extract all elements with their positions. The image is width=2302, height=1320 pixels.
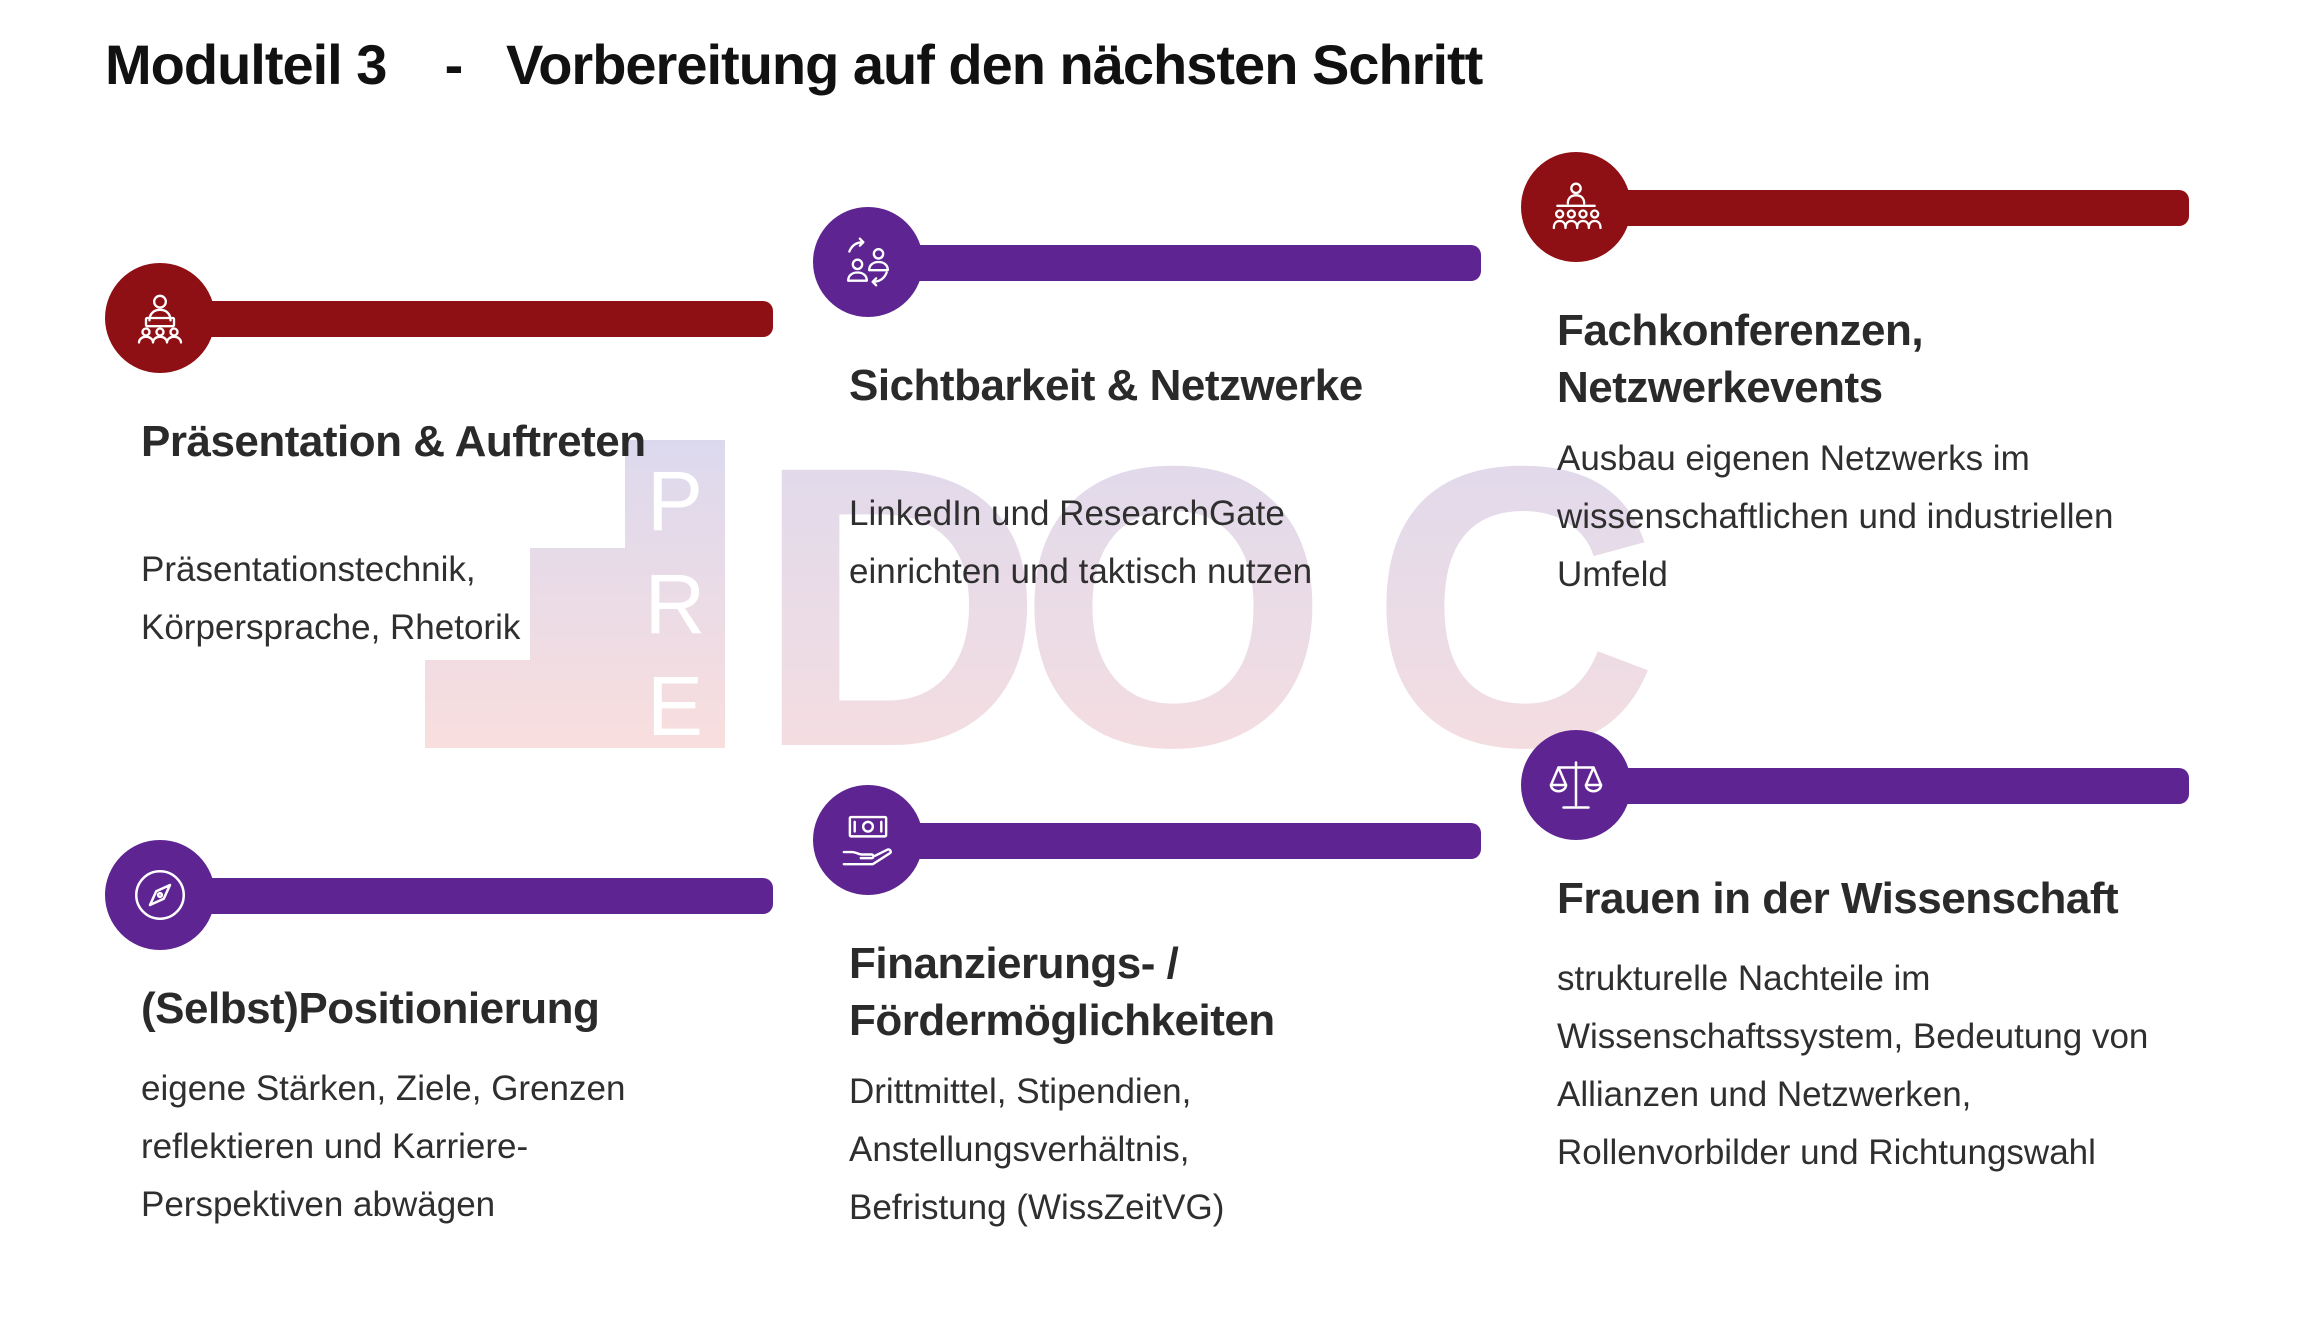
predoc-watermark: P R E D O C — [425, 383, 1659, 830]
card-icon-circle — [1521, 152, 1631, 262]
card-funding: Finanzierungs- / Fördermöglichkeiten Dri… — [813, 785, 1513, 1265]
card-bar — [1611, 768, 2189, 804]
conference-audience-icon — [1552, 182, 1602, 230]
card-bar — [195, 878, 773, 914]
compass-icon — [135, 870, 185, 920]
card-heading: (Selbst)Positionierung — [141, 984, 600, 1033]
watermark-letter-o: O — [1018, 383, 1329, 830]
card-text: strukturelle Nachteile im Wissenschaftss… — [1557, 959, 2149, 1172]
money-hand-icon — [842, 815, 892, 866]
card-text: Drittmittel, Stipendien, Anstellungsverh… — [849, 1072, 1225, 1227]
card-heading: Frauen in der Wissenschaft — [1557, 874, 2119, 923]
scales-icon — [1549, 761, 1603, 809]
card-heading: Präsentation & Auftreten — [141, 417, 646, 466]
card-heading: Finanzierungs- / Fördermöglichkeiten — [849, 939, 1275, 1045]
card-conferences: Fachkonferenzen, Netzwerkevents Ausbau e… — [1521, 152, 2221, 632]
presentation-speaker-icon — [137, 294, 183, 344]
card-icon-circle — [1521, 730, 1631, 840]
page-title: Modulteil 3 - Vorbereitung auf den nächs… — [105, 33, 1483, 96]
card-icon-circle — [105, 840, 215, 950]
card-women-in-science: Frauen in der Wissenschaft strukturelle … — [1521, 730, 2221, 1210]
watermark-letter-r: R — [645, 557, 706, 651]
card-bar — [903, 245, 1481, 281]
card-bar — [195, 301, 773, 337]
card-icon-circle — [105, 263, 215, 373]
card-bar — [1611, 190, 2189, 226]
card-text: Ausbau eigenen Netzwerks im wissenschaft… — [1557, 439, 2114, 594]
watermark-letter-e: E — [647, 659, 703, 753]
card-text: Präsentationstechnik, Körpersprache, Rhe… — [141, 550, 521, 647]
card-heading: Sichtbarkeit & Netzwerke — [849, 361, 1363, 410]
card-visibility: Sichtbarkeit & Netzwerke LinkedIn und Re… — [813, 207, 1513, 687]
card-positioning: (Selbst)Positionierung eigene Stärken, Z… — [105, 840, 805, 1320]
network-people-exchange-icon — [847, 237, 889, 287]
card-text: LinkedIn und ResearchGate einrichten und… — [849, 494, 1313, 591]
card-text: eigene Stärken, Ziele, Grenzen reflektie… — [141, 1069, 626, 1224]
card-presentation: Präsentation & Auftreten Präsentationste… — [105, 263, 805, 743]
watermark-letter-d: D — [755, 383, 1044, 830]
watermark-letter-p: P — [647, 454, 703, 548]
card-bar — [903, 823, 1481, 859]
card-heading: Fachkonferenzen, Netzwerkevents — [1557, 306, 1924, 412]
card-icon-circle — [813, 785, 923, 895]
card-icon-circle — [813, 207, 923, 317]
